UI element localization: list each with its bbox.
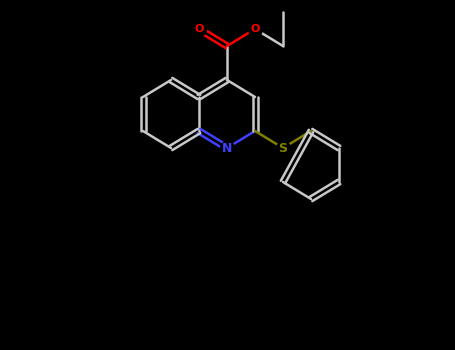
Text: S: S	[278, 141, 288, 154]
Text: N: N	[222, 141, 232, 154]
Text: O: O	[194, 24, 204, 34]
Text: O: O	[250, 24, 260, 34]
